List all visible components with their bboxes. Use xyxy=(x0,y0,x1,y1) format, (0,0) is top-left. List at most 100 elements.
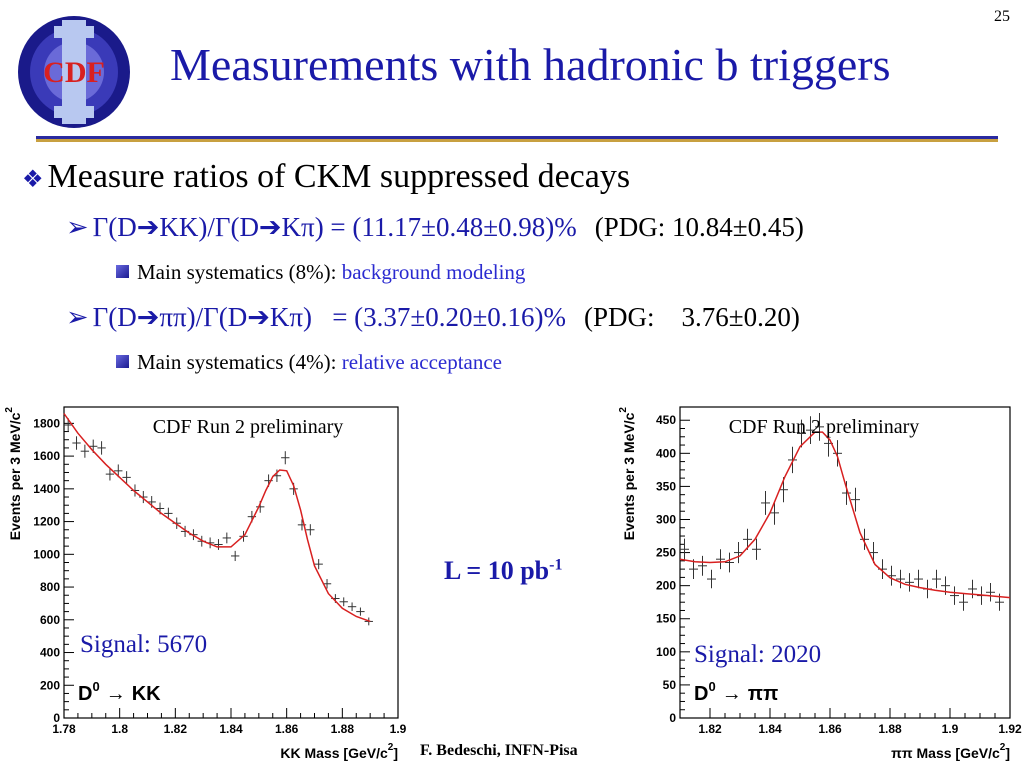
x-tick-label: 1.86 xyxy=(818,722,842,736)
data-point xyxy=(743,528,752,550)
x-axis-title: ππ Mass [GeV/c2] xyxy=(891,742,1010,761)
luminosity-exponent: -1 xyxy=(549,556,563,574)
data-point xyxy=(231,550,240,562)
systematics-kk-value: background modeling xyxy=(341,260,526,284)
x-axis-title-text: KK Mass [GeV/c xyxy=(280,745,388,761)
decay-products: ππ xyxy=(748,683,779,705)
data-point xyxy=(680,538,689,560)
data-point xyxy=(734,541,743,564)
y-axis-title-exponent: 2 xyxy=(618,407,629,413)
y-axis-title-exponent: 2 xyxy=(4,407,15,413)
data-point xyxy=(356,607,365,616)
x-tick-label: 1.9 xyxy=(390,722,407,736)
x-tick-label: 1.82 xyxy=(698,722,722,736)
data-point xyxy=(950,586,959,605)
y-tick-label: 100 xyxy=(656,645,676,659)
data-point xyxy=(905,573,914,592)
page-number: 25 xyxy=(994,8,1010,25)
x-tick-label: 1.86 xyxy=(275,722,299,736)
data-point xyxy=(842,481,851,505)
data-point xyxy=(752,538,761,560)
ratio-pipi-pdg: (PDG: 3.76±0.20) xyxy=(584,302,800,332)
square-bullet-icon xyxy=(116,265,129,278)
signal-yield: Signal: 5670 xyxy=(80,631,207,658)
y-axis-title-text: Events per 3 MeV/c xyxy=(7,412,23,540)
pipi-mass-plot: 1.82 1.84 1.86 1.88 1.9 1.92 0 50 100 150 200 250 30… xyxy=(618,406,1022,761)
main-bullet: ❖ Measure ratios of CKM suppressed decays xyxy=(22,158,630,196)
decay-particle: D xyxy=(694,683,708,705)
square-bullet-icon xyxy=(116,355,129,368)
data-point xyxy=(770,500,779,525)
data-point xyxy=(932,569,941,589)
data-point xyxy=(914,569,923,589)
author-credit: F. Bedeschi, INFN-Pisa xyxy=(420,742,578,759)
data-point xyxy=(860,528,869,550)
kk-mass-plot: 1.78 1.8 1.82 1.84 1.86 1.88 1.9 0 200 400 600 800 1… xyxy=(4,406,407,761)
data-point xyxy=(896,569,905,589)
y-tick-label: 350 xyxy=(656,479,676,493)
arrow-bullet-icon: ➢ xyxy=(66,302,89,332)
data-point xyxy=(80,444,90,458)
y-tick-label: 250 xyxy=(656,546,676,560)
y-tick-label: 300 xyxy=(656,512,676,526)
data-point xyxy=(968,579,977,599)
x-axis-title-exponent: 2 xyxy=(1000,742,1006,753)
luminosity-text: L = 10 pb xyxy=(444,556,550,585)
y-tick-label: 1600 xyxy=(33,449,60,463)
data-point xyxy=(214,539,223,550)
x-tick-label: 1.84 xyxy=(219,722,243,736)
x-tick-label: 1.82 xyxy=(164,722,188,736)
chart-title: CDF Run 2 preliminary xyxy=(153,416,344,438)
data-point xyxy=(689,559,698,580)
data-point xyxy=(986,583,995,602)
data-point xyxy=(339,597,348,607)
data-point xyxy=(851,487,860,512)
data-point xyxy=(172,517,181,529)
decay-arrow: → xyxy=(722,683,742,705)
x-axis-title-end: ] xyxy=(393,745,398,761)
systematics-pipi-value: relative acceptance xyxy=(341,350,503,374)
data-point xyxy=(806,416,815,445)
data-point xyxy=(833,440,842,467)
y-tick-label: 200 xyxy=(40,678,60,692)
data-point xyxy=(164,507,173,520)
data-point xyxy=(725,552,734,573)
data-point xyxy=(797,419,806,448)
y-tick-label: 200 xyxy=(656,579,676,593)
y-tick-label: 1000 xyxy=(33,547,60,561)
data-point xyxy=(281,451,290,465)
y-tick-label: 50 xyxy=(663,678,677,692)
data-point xyxy=(761,491,770,515)
plot-frame xyxy=(63,406,399,719)
y-axis-title: Events per 3 MeV/c2 xyxy=(4,407,23,541)
x-tick-label: 1.92 xyxy=(998,722,1022,736)
decay-products: KK xyxy=(132,683,161,705)
systematics-kk-label: Main systematics (8%): xyxy=(137,260,337,284)
data-point xyxy=(698,555,707,576)
x-axis-title: KK Mass [GeV/c2] xyxy=(280,742,398,761)
fit-curve xyxy=(63,413,371,623)
slide-title: Measurements with hadronic b triggers xyxy=(170,39,891,90)
x-tick-label: 1.88 xyxy=(331,722,355,736)
luminosity-label: L = 10 pb-1 xyxy=(444,556,562,586)
x-tick-label: 1.84 xyxy=(758,722,782,736)
data-point xyxy=(306,524,315,536)
ratio-pipi-formula: Γ(D➔ππ)/Γ(D➔Kπ) = (3.37±0.20±0.16)% xyxy=(92,302,567,332)
y-axis-title-text: Events per 3 MeV/c xyxy=(621,412,637,540)
x-axis-title-end: ] xyxy=(1005,745,1010,761)
main-bullet-text: Measure ratios of CKM suppressed decays xyxy=(47,158,631,195)
y-tick-label: 600 xyxy=(40,613,60,627)
y-tick-label: 1200 xyxy=(33,515,60,529)
y-tick-label: 400 xyxy=(40,646,60,660)
chart-title: CDF Run 2 preliminary xyxy=(729,416,920,438)
data-point xyxy=(130,484,140,497)
decay-arrow: → xyxy=(106,683,126,705)
y-tick-label: 150 xyxy=(656,612,676,626)
data-point xyxy=(105,467,115,481)
data-point xyxy=(959,593,968,611)
title-divider xyxy=(36,136,998,142)
x-axis-title-exponent: 2 xyxy=(388,742,394,753)
data-point xyxy=(97,441,106,455)
x-tick-label: 1.9 xyxy=(942,722,959,736)
systematics-pipi: Main systematics (4%): relative acceptan… xyxy=(116,350,502,375)
